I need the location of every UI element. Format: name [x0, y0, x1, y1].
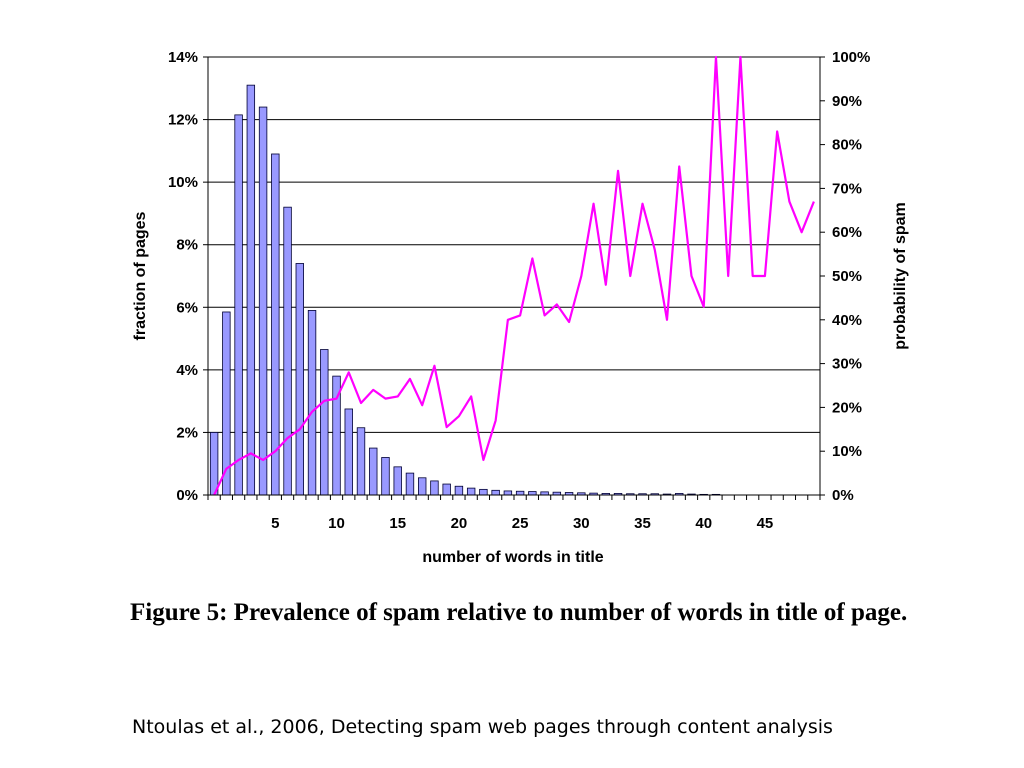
- x-tick-label: 20: [451, 515, 468, 532]
- bar: [466, 487, 476, 496]
- y-right-tick-label: 70%: [832, 180, 862, 197]
- bar: [258, 106, 268, 496]
- bar: [503, 490, 513, 496]
- bar: [454, 485, 464, 496]
- bar: [369, 447, 378, 496]
- bar: [246, 84, 256, 496]
- bar: [381, 457, 390, 496]
- bar: [430, 480, 439, 496]
- bar: [307, 310, 317, 496]
- bar-series: [209, 84, 721, 496]
- y-left-tick-label: 14%: [168, 49, 198, 66]
- bar: [356, 427, 366, 496]
- bar: [283, 206, 292, 496]
- y-right-tick-label: 10%: [832, 443, 862, 460]
- y-axis-left-title: fraction of pages: [132, 211, 149, 340]
- x-tick-label: 40: [695, 515, 712, 532]
- x-tick-label: 5: [271, 515, 279, 532]
- bar: [528, 491, 537, 496]
- y-right-tick-label: 100%: [832, 49, 870, 66]
- x-tick-label: 35: [634, 515, 651, 532]
- y-right-tick-label: 50%: [832, 268, 862, 285]
- figure-caption: Figure 5: Prevalence of spam relative to…: [130, 599, 908, 626]
- source-citation: Ntoulas et al., 2006, Detecting spam web…: [132, 716, 833, 738]
- bar: [295, 263, 304, 496]
- y-left-tick-label: 0%: [176, 487, 198, 504]
- x-tick-label: 25: [512, 515, 529, 532]
- bar: [344, 408, 353, 496]
- y-left-tick-label: 12%: [168, 112, 198, 129]
- y-axis-right-title: probability of spam: [892, 202, 909, 350]
- bar: [515, 490, 525, 496]
- x-tick-label: 30: [573, 515, 590, 532]
- y-right-tick-label: 80%: [832, 137, 862, 154]
- y-left-tick-label: 4%: [176, 362, 198, 379]
- bar: [405, 472, 415, 496]
- x-axis-title: number of words in title: [422, 549, 603, 566]
- axes: [203, 56, 825, 500]
- spam-probability-line: [213, 55, 815, 496]
- y-right-tick-label: 0%: [832, 487, 854, 504]
- bar: [320, 349, 329, 496]
- y-left-tick-label: 10%: [168, 174, 198, 191]
- bar: [393, 466, 402, 496]
- tick-labels: 0% 2% 4% 6% 8% 10% 12% 14% 0% 10% 20% 30% 40% 50% 60% 7…: [168, 49, 870, 532]
- x-tick-label: 15: [389, 515, 406, 532]
- bar: [418, 477, 427, 496]
- y-right-tick-label: 60%: [832, 224, 862, 241]
- bar: [479, 488, 488, 496]
- x-tick-label: 10: [328, 515, 345, 532]
- bar: [442, 483, 451, 496]
- y-right-tick-label: 30%: [832, 356, 862, 373]
- y-left-tick-label: 2%: [176, 424, 198, 441]
- y-left-tick-label: 6%: [176, 299, 198, 316]
- bar: [271, 153, 280, 496]
- y-right-tick-label: 90%: [832, 93, 862, 110]
- bar: [209, 432, 219, 496]
- line-series: [213, 55, 815, 496]
- y-right-tick-label: 20%: [832, 399, 862, 416]
- y-right-tick-label: 40%: [832, 312, 862, 329]
- x-tick-label: 45: [757, 515, 774, 532]
- chart: 0% 2% 4% 6% 8% 10% 12% 14% 0% 10% 20% 30% 40% 50% 60% 7…: [132, 49, 909, 566]
- bar: [491, 489, 500, 496]
- bar: [234, 114, 243, 496]
- y-left-tick-label: 8%: [176, 237, 198, 254]
